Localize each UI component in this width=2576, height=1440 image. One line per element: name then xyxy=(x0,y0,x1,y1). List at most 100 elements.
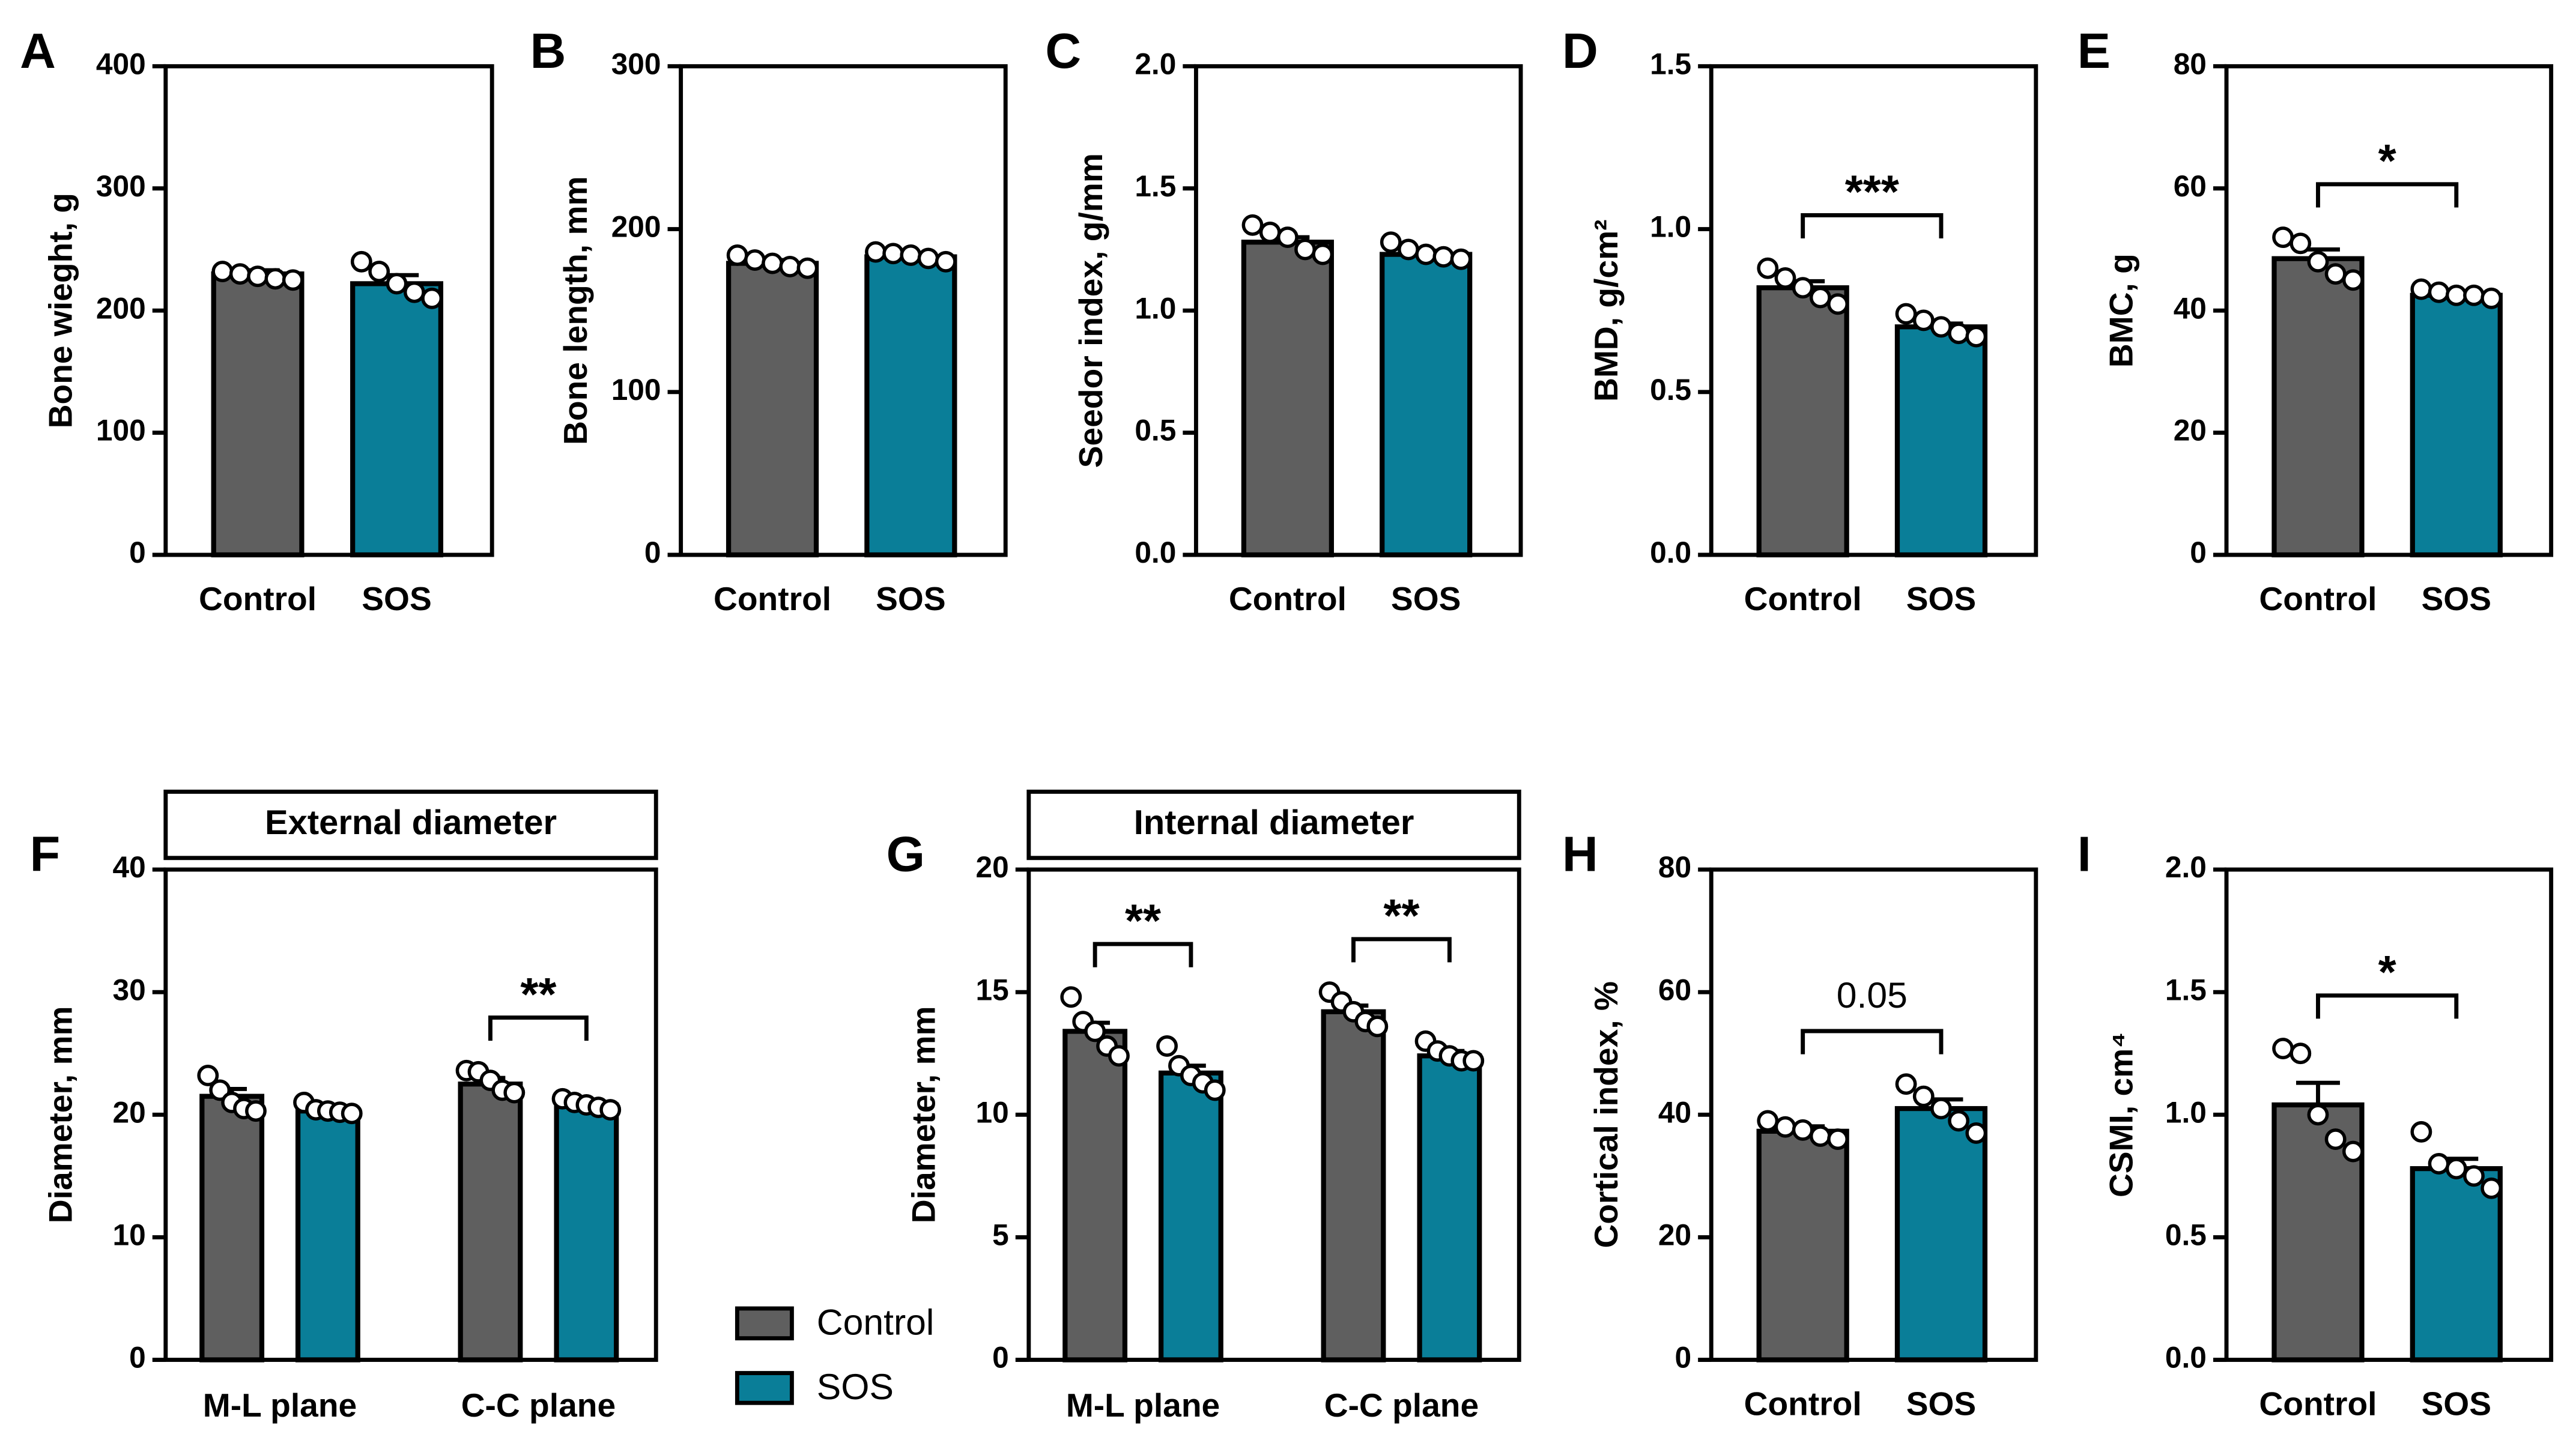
y-tick-label: 20 xyxy=(976,850,1009,884)
data-point xyxy=(599,1099,622,1121)
data-point xyxy=(744,249,766,271)
panel-letter: I xyxy=(2077,826,2091,882)
data-point xyxy=(403,281,425,303)
y-tick-label: 0.5 xyxy=(2165,1218,2207,1251)
bar xyxy=(1241,240,1334,558)
data-point xyxy=(1948,1110,1970,1132)
data-point xyxy=(2445,284,2467,306)
y-tick-label: 100 xyxy=(611,373,661,407)
data-point xyxy=(1895,1073,1917,1095)
y-tick-label: 0 xyxy=(2190,536,2207,569)
data-point xyxy=(1084,1020,1106,1042)
data-point xyxy=(1757,1110,1779,1132)
data-point xyxy=(245,1100,267,1122)
bar xyxy=(1756,1128,1849,1363)
data-point xyxy=(2428,281,2450,303)
y-tick-label: 0 xyxy=(129,536,146,569)
bar xyxy=(1062,1029,1128,1363)
y-tick-label: 200 xyxy=(611,210,661,244)
plot-frame xyxy=(163,64,494,557)
x-tick-label: M-L plane xyxy=(203,1387,357,1424)
data-point xyxy=(1415,243,1437,265)
data-point xyxy=(421,287,443,309)
data-point xyxy=(1380,231,1402,253)
x-tick-label: SOS xyxy=(2422,1385,2491,1422)
y-tick-label: 1.0 xyxy=(1650,210,1691,244)
data-point xyxy=(1366,1015,1389,1038)
y-tick-label: 60 xyxy=(1658,973,1691,1006)
data-point xyxy=(211,261,234,283)
y-axis-label: CSMI, cm⁴ xyxy=(2103,1032,2140,1198)
y-tick-label: 40 xyxy=(1658,1095,1691,1129)
data-point xyxy=(2410,278,2432,300)
data-point xyxy=(503,1082,526,1104)
data-point xyxy=(1156,1035,1178,1057)
y-tick-label: 10 xyxy=(976,1095,1009,1129)
data-point xyxy=(1930,316,1952,338)
significance-bracket xyxy=(488,1015,589,1041)
data-point xyxy=(1792,277,1814,299)
data-point xyxy=(282,269,304,291)
y-tick-label: 2.0 xyxy=(1135,47,1176,80)
panel-letter: A xyxy=(20,23,56,79)
bar xyxy=(1158,1070,1223,1363)
data-point xyxy=(1259,222,1281,243)
x-tick-label: Control xyxy=(2259,580,2377,617)
data-point xyxy=(2428,1152,2450,1175)
x-tick-label: SOS xyxy=(1391,580,1461,617)
significance-label: * xyxy=(2378,135,2396,187)
y-tick-label: 30 xyxy=(113,973,146,1006)
panel-letter: F xyxy=(30,826,61,882)
y-axis-label: BMD, g/cm² xyxy=(1587,219,1625,401)
y-tick-label: 100 xyxy=(96,414,146,447)
data-point xyxy=(2307,250,2329,273)
data-point xyxy=(350,250,372,273)
significance-label: ** xyxy=(520,969,556,1020)
data-point xyxy=(2290,232,2312,255)
bar xyxy=(295,1109,360,1363)
y-tick-label: 0 xyxy=(1675,1341,1692,1375)
x-tick-label: C-C plane xyxy=(1324,1387,1479,1424)
y-tick-label: 0.0 xyxy=(2165,1341,2207,1375)
data-point xyxy=(762,252,783,274)
y-tick-label: 80 xyxy=(1658,850,1691,884)
x-tick-label: Control xyxy=(1229,580,1347,617)
y-tick-label: 1.0 xyxy=(2165,1095,2207,1129)
data-point xyxy=(1965,1122,1987,1144)
significance-bracket xyxy=(1093,942,1193,967)
y-axis-label: Bone wieght, g xyxy=(41,193,79,428)
data-point xyxy=(1827,293,1849,315)
data-point xyxy=(779,256,801,277)
data-point xyxy=(1792,1119,1814,1141)
bar xyxy=(199,1094,265,1363)
data-point xyxy=(1432,246,1455,268)
y-tick-label: 0.0 xyxy=(1650,536,1691,569)
data-point xyxy=(264,268,286,290)
bar xyxy=(1321,1009,1386,1363)
y-tick-label: 20 xyxy=(1658,1218,1691,1251)
x-tick-label: C-C plane xyxy=(461,1387,616,1424)
x-tick-label: Control xyxy=(714,580,831,617)
significance-bracket xyxy=(1351,937,1452,963)
x-tick-label: SOS xyxy=(1906,1385,1976,1422)
data-point xyxy=(935,250,957,273)
y-tick-label: 300 xyxy=(96,169,146,203)
data-point xyxy=(1241,214,1264,236)
bar xyxy=(726,261,819,558)
y-tick-label: 300 xyxy=(611,47,661,80)
y-tick-label: 1.5 xyxy=(1135,169,1176,203)
bar xyxy=(2410,1166,2503,1363)
data-point xyxy=(2445,1158,2467,1180)
data-point xyxy=(1930,1098,1952,1120)
data-point xyxy=(1276,226,1299,249)
panel-letter: C xyxy=(1045,23,1081,79)
y-tick-label: 1.5 xyxy=(1650,47,1691,80)
legend-label: Control xyxy=(817,1302,935,1343)
x-tick-label: Control xyxy=(1744,580,1862,617)
data-point xyxy=(1948,322,1970,345)
y-tick-label: 2.0 xyxy=(2165,850,2207,884)
x-tick-label: Control xyxy=(1744,1385,1862,1422)
data-point xyxy=(368,261,390,283)
